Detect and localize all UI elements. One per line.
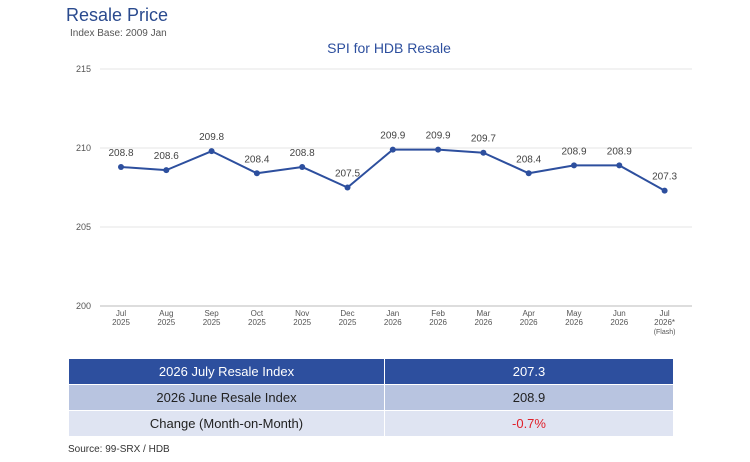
x-tick-label: 2026: [520, 318, 538, 327]
y-tick-label: 210: [76, 143, 91, 153]
june-index-label: 2026 June Resale Index: [68, 384, 385, 411]
data-label: 208.8: [290, 148, 315, 159]
data-point: [525, 170, 532, 177]
data-label: 208.9: [607, 146, 632, 157]
spi-line-chart: SPI for HDB Resale 200 205 210 215 208.8 208…: [76, 40, 692, 336]
x-tick-label: 2025: [157, 318, 175, 327]
x-tick-label: 2026*: [654, 318, 675, 327]
data-point: [163, 167, 170, 174]
table-row: 2026 July Resale Index 207.3: [68, 358, 674, 385]
x-tick-label: Dec: [340, 309, 354, 318]
july-index-value: 207.3: [384, 358, 674, 385]
y-tick-label: 200: [76, 301, 91, 311]
x-tick-label: 2026: [475, 318, 493, 327]
x-tick-label: Jul: [659, 309, 669, 318]
y-tick-label: 205: [76, 222, 91, 232]
data-point: [389, 146, 396, 153]
data-label: 207.3: [652, 172, 677, 183]
june-index-value: 208.9: [384, 384, 674, 411]
data-label: 208.8: [108, 148, 133, 159]
x-tick-label: Feb: [431, 309, 445, 318]
x-tick-label: Oct: [251, 309, 264, 318]
index-base-subtitle: Index Base: 2009 Jan: [70, 28, 167, 39]
x-tick-label: Apr: [522, 309, 535, 318]
data-label: 209.9: [426, 131, 451, 142]
july-index-label: 2026 July Resale Index: [68, 358, 385, 385]
data-point: [435, 146, 442, 153]
x-tick-label: Mar: [477, 309, 491, 318]
x-tick-label: 2025: [203, 318, 221, 327]
x-tick-label: 2025: [112, 318, 130, 327]
change-value: -0.7%: [384, 410, 674, 437]
change-label: Change (Month-on-Month): [68, 410, 385, 437]
x-tick-label: 2026: [565, 318, 583, 327]
data-label: 208.4: [244, 154, 269, 165]
x-tick-label: (Flash): [654, 329, 676, 336]
x-tick-label: 2026: [384, 318, 402, 327]
x-tick-label: Nov: [295, 309, 309, 318]
x-tick-label: 2026: [429, 318, 447, 327]
data-label: 208.4: [516, 154, 541, 165]
x-tick-label: Jun: [613, 309, 626, 318]
x-tick-label: Jan: [386, 309, 399, 318]
data-label: 209.8: [199, 132, 224, 143]
x-tick-label: Jul: [116, 309, 126, 318]
page-title: Resale Price: [66, 5, 169, 25]
table-row: Change (Month-on-Month) -0.7%: [68, 410, 674, 437]
x-tick-label: 2026: [610, 318, 628, 327]
data-point: [253, 170, 260, 177]
data-point: [118, 163, 124, 170]
y-tick-label: 215: [76, 64, 91, 74]
data-label: 208.6: [154, 151, 179, 162]
table-row: 2026 June Resale Index 208.9: [68, 384, 674, 411]
x-tick-label: 2025: [293, 318, 311, 327]
data-label: 208.9: [561, 146, 586, 157]
data-point: [208, 148, 215, 155]
data-point: [344, 184, 351, 191]
data-point: [299, 163, 306, 170]
data-label: 209.7: [471, 134, 496, 145]
data-label: 209.9: [380, 131, 405, 142]
x-tick-label: Sep: [204, 309, 219, 318]
x-tick-label: May: [566, 309, 581, 318]
x-tick-label: 2025: [339, 318, 357, 327]
x-tick-label: Aug: [159, 309, 173, 318]
data-point: [480, 149, 487, 156]
data-point: [616, 162, 623, 169]
data-point: [571, 162, 577, 169]
summary-table: 2026 July Resale Index 207.3 2026 June R…: [68, 358, 674, 437]
source-note: Source: 99-SRX / HDB: [68, 444, 170, 455]
chart-title: SPI for HDB Resale: [327, 40, 451, 56]
data-point: [661, 187, 668, 194]
x-tick-label: 2025: [248, 318, 266, 327]
data-label: 207.5: [335, 169, 360, 180]
